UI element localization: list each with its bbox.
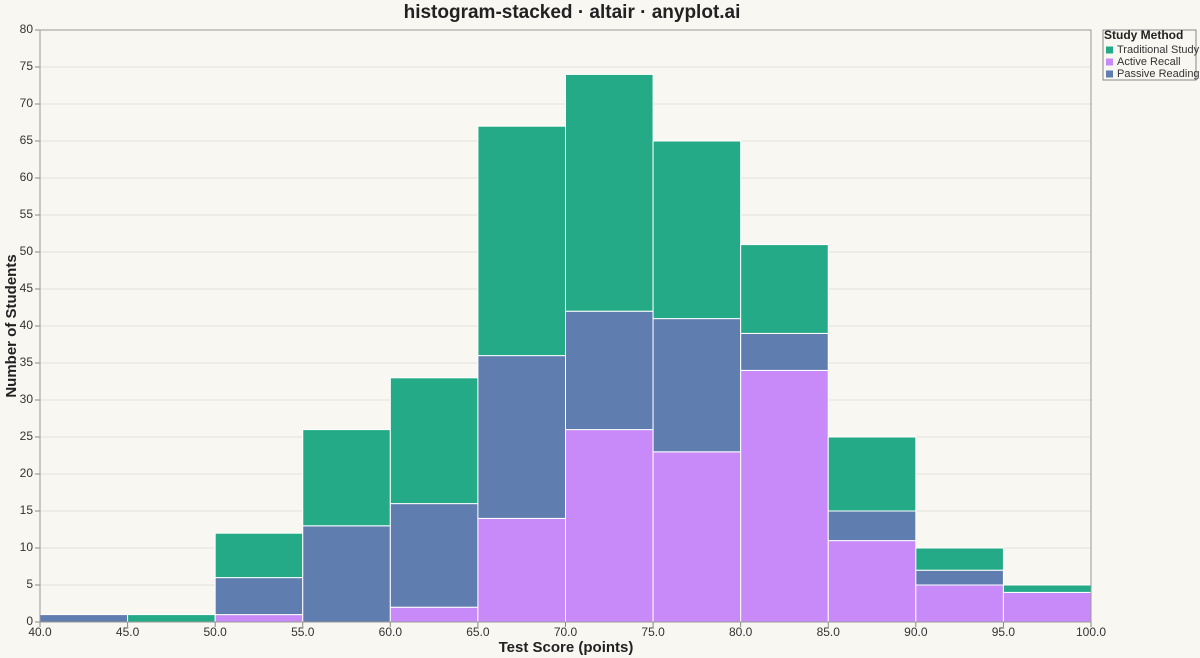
bar-segment	[740, 369, 829, 623]
bar-segment	[740, 244, 829, 334]
bar-segment	[477, 125, 566, 357]
y-tick-label: 30	[20, 392, 34, 406]
x-tick-label: 40.0	[28, 625, 52, 639]
y-tick-label: 25	[20, 429, 34, 443]
bar-segment	[565, 429, 654, 623]
x-tick-label: 55.0	[291, 625, 315, 639]
y-tick-label: 20	[20, 466, 34, 480]
bar-segment	[915, 569, 1004, 586]
bar-segment	[565, 310, 654, 431]
legend-label: Active Recall	[1117, 56, 1181, 68]
bar-segment	[389, 377, 479, 505]
bar-segment	[389, 606, 479, 623]
y-tick-label: 65	[20, 133, 34, 147]
bar-segment	[214, 577, 304, 616]
x-tick-label: 100.0	[1076, 625, 1106, 639]
bar-segment	[565, 73, 654, 312]
x-axis-label: Test Score (points)	[499, 639, 634, 656]
bar-segment	[477, 517, 566, 623]
x-tick-label: 85.0	[817, 625, 841, 639]
legend-title: Study Method	[1104, 28, 1183, 42]
bar-segment	[652, 140, 742, 320]
bar-segment	[652, 451, 742, 623]
legend-box	[1102, 29, 1197, 81]
bar-segment	[127, 614, 216, 623]
y-tick-label: 80	[20, 22, 34, 36]
y-tick-label: 60	[20, 170, 34, 184]
bar-segment	[652, 318, 742, 453]
bar-segment	[740, 332, 829, 371]
bar-segment	[302, 525, 391, 623]
chart-title: histogram-stacked · altair · anyplot.ai	[404, 2, 741, 23]
y-axis-label: Number of Students	[3, 254, 20, 397]
legend-swatch	[1106, 58, 1113, 66]
bar-segment	[827, 510, 917, 542]
bar-segment	[39, 614, 129, 623]
y-tick-label: 5	[26, 577, 33, 591]
x-tick-label: 70.0	[554, 625, 578, 639]
x-tick-label: 45.0	[116, 625, 140, 639]
y-tick-label: 35	[20, 355, 34, 369]
x-tick-label: 80.0	[729, 625, 753, 639]
y-tick-label: 0	[26, 614, 33, 628]
bar-segment	[1002, 584, 1092, 593]
x-tick-label: 65.0	[466, 625, 490, 639]
y-tick-label: 40	[20, 318, 34, 332]
bar-segment	[827, 436, 917, 512]
bar-segment	[477, 355, 566, 519]
legend-label: Traditional Study	[1117, 44, 1200, 56]
x-tick-label: 75.0	[641, 625, 665, 639]
bar-segment	[915, 584, 1004, 623]
bar-segment	[214, 532, 304, 579]
legend-swatch	[1106, 46, 1113, 54]
y-tick-label: 55	[20, 207, 34, 221]
y-tick-label: 75	[20, 59, 34, 73]
legend-swatch	[1106, 70, 1113, 78]
y-tick-label: 50	[20, 244, 34, 258]
legend-label: Passive Reading	[1117, 68, 1200, 80]
x-tick-label: 95.0	[992, 625, 1016, 639]
y-tick-label: 70	[20, 96, 34, 110]
bar-segment	[915, 547, 1004, 571]
bar-segment	[827, 540, 917, 623]
bar-segment	[1002, 591, 1092, 623]
y-tick-label: 45	[20, 281, 34, 295]
bar-segment	[302, 429, 391, 527]
x-tick-label: 90.0	[904, 625, 928, 639]
bar-segment	[214, 614, 304, 623]
y-tick-label: 10	[20, 540, 34, 554]
bar-segment	[389, 503, 479, 608]
x-tick-label: 60.0	[379, 625, 403, 639]
y-tick-label: 15	[20, 503, 34, 517]
x-tick-label: 50.0	[203, 625, 227, 639]
